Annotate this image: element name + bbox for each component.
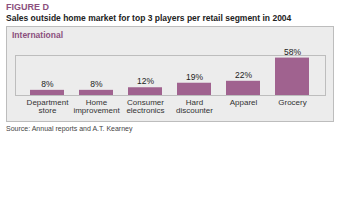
svg-text:8%: 8%	[90, 79, 103, 89]
svg-text:Departmentstore: Departmentstore	[27, 98, 70, 115]
html-text:Sales outside home market for: Sales outside home market for top 3 play…	[6, 13, 292, 23]
svg-text:Grocery: Grocery	[278, 98, 306, 107]
svg-text:19%: 19%	[186, 72, 203, 82]
svg-text:Apparel: Apparel	[230, 98, 258, 107]
html-text:Source: Annual reports and A.T: Source: Annual reports and A.T. Kearney	[6, 125, 133, 132]
svg-text:8%: 8%	[41, 79, 54, 89]
svg-text:22%: 22%	[235, 70, 252, 80]
svg-text:Homeimprovement: Homeimprovement	[73, 98, 120, 115]
html-text:International: International	[12, 30, 63, 40]
svg-text:Harddiscounter: Harddiscounter	[176, 98, 213, 115]
svg-text:Consumerelectronics: Consumerelectronics	[126, 98, 164, 115]
svg-text:12%: 12%	[137, 76, 154, 86]
html-text:FIGURE D: FIGURE D	[6, 2, 49, 12]
svg-text:58%: 58%	[284, 47, 301, 57]
